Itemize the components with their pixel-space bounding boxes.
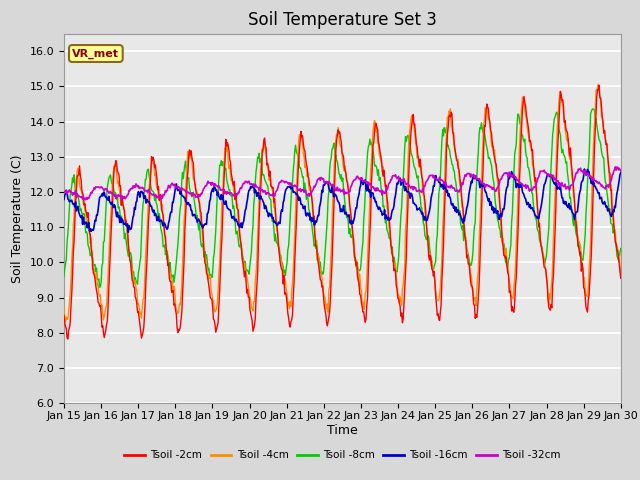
Tsoil -2cm [60, 312, 68, 318]
Tsoil -2cm [71, 219, 79, 225]
Tsoil -2cm [428, 256, 435, 262]
Legend: Tsoil -2cm, Tsoil -4cm, Tsoil -8cm, Tsoil -16cm, Tsoil -32cm: Tsoil -2cm, Tsoil -4cm, Tsoil -8cm, Tsoi… [120, 446, 564, 465]
Tsoil -4cm [60, 304, 68, 310]
Line: Tsoil -8cm: Tsoil -8cm [64, 109, 621, 288]
Tsoil -32cm [60, 189, 68, 195]
Tsoil -2cm [617, 276, 625, 281]
Tsoil -2cm [128, 277, 136, 283]
Tsoil -4cm [128, 265, 136, 271]
Tsoil -32cm [428, 173, 435, 179]
Tsoil -16cm [617, 170, 625, 176]
Tsoil -16cm [185, 200, 193, 206]
Line: Tsoil -32cm: Tsoil -32cm [64, 167, 621, 200]
Tsoil -16cm [428, 195, 435, 201]
Tsoil -4cm [61, 319, 69, 324]
Tsoil -16cm [128, 220, 136, 226]
Tsoil -2cm [411, 121, 419, 127]
Line: Tsoil -16cm: Tsoil -16cm [64, 169, 621, 232]
Tsoil -8cm [589, 106, 596, 112]
Text: VR_met: VR_met [72, 48, 119, 59]
Tsoil -32cm [411, 185, 419, 191]
Tsoil -32cm [128, 186, 136, 192]
Y-axis label: Soil Temperature (C): Soil Temperature (C) [11, 154, 24, 283]
Tsoil -4cm [595, 81, 602, 87]
Tsoil -16cm [580, 166, 588, 172]
Line: Tsoil -4cm: Tsoil -4cm [64, 84, 621, 322]
Tsoil -8cm [70, 172, 78, 178]
Line: Tsoil -2cm: Tsoil -2cm [64, 85, 621, 339]
Title: Soil Temperature Set 3: Soil Temperature Set 3 [248, 11, 437, 29]
Tsoil -32cm [81, 197, 89, 203]
Tsoil -16cm [124, 229, 132, 235]
Tsoil -32cm [70, 191, 78, 197]
Tsoil -4cm [71, 191, 79, 197]
Tsoil -4cm [428, 261, 435, 267]
Tsoil -8cm [128, 264, 136, 270]
Tsoil -32cm [612, 164, 620, 170]
Tsoil -2cm [595, 83, 603, 88]
Tsoil -8cm [428, 263, 435, 268]
Tsoil -16cm [411, 202, 419, 207]
X-axis label: Time: Time [327, 424, 358, 437]
Tsoil -4cm [617, 270, 625, 276]
Tsoil -32cm [185, 190, 193, 195]
Tsoil -8cm [214, 189, 222, 195]
Tsoil -2cm [64, 336, 72, 342]
Tsoil -8cm [411, 165, 419, 171]
Tsoil -16cm [70, 201, 78, 207]
Tsoil -8cm [60, 274, 68, 279]
Tsoil -32cm [617, 168, 625, 174]
Tsoil -16cm [60, 196, 68, 202]
Tsoil -4cm [185, 155, 193, 161]
Tsoil -4cm [411, 131, 419, 137]
Tsoil -2cm [214, 320, 222, 326]
Tsoil -16cm [214, 190, 222, 195]
Tsoil -8cm [185, 175, 193, 180]
Tsoil -32cm [214, 184, 222, 190]
Tsoil -8cm [96, 285, 104, 290]
Tsoil -2cm [185, 154, 193, 159]
Tsoil -8cm [617, 246, 625, 252]
Tsoil -4cm [214, 288, 222, 293]
